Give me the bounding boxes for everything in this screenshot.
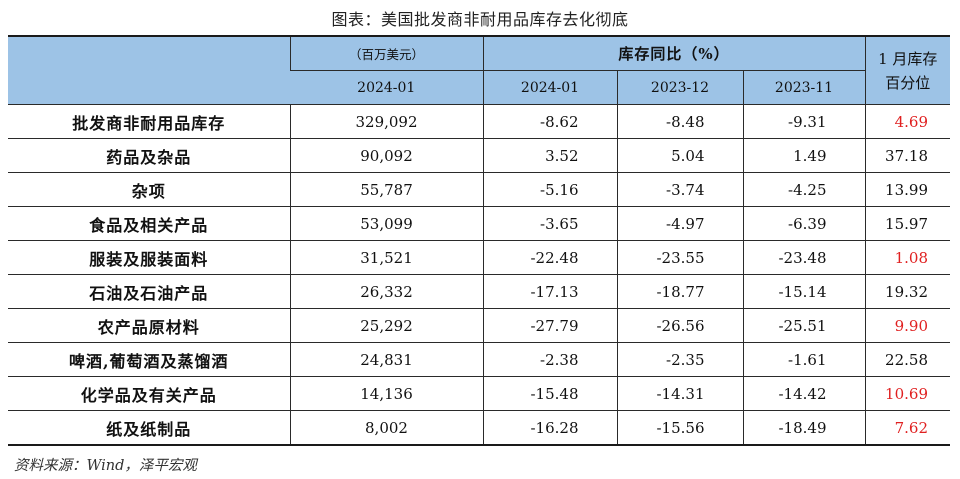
table-title: 图表：美国批发商非耐用品库存去化彻底 bbox=[331, 10, 629, 29]
row-yoy-2024-01: -22.48 bbox=[482, 240, 617, 275]
row-value: 26,332 bbox=[289, 274, 483, 309]
row-name: 服装及服装面料 bbox=[8, 240, 290, 275]
row-yoy-2023-11: -4.25 bbox=[742, 172, 865, 207]
row-name: 石油及石油产品 bbox=[8, 274, 290, 309]
table-row: 药品及杂品 90,092 3.52 5.04 1.49 37.18 bbox=[8, 138, 950, 173]
row-yoy-2023-11: -14.42 bbox=[742, 376, 865, 411]
row-yoy-2023-11: -9.31 bbox=[742, 104, 865, 139]
source-note: 资料来源：Wind，泽平宏观 bbox=[14, 458, 197, 474]
row-percentile: 13.99 bbox=[864, 172, 950, 207]
inventory-table: （百万美元） 库存同比（%） 1 月库存 百分位 2024-01 2024-01… bbox=[8, 37, 950, 444]
header-date-value: 2024-01 bbox=[290, 70, 483, 105]
row-value: 329,092 bbox=[289, 104, 483, 139]
row-yoy-2023-11: -18.49 bbox=[742, 410, 865, 444]
row-yoy-2024-01: -5.16 bbox=[482, 172, 617, 207]
table-row: 农产品原材料 25,292 -27.79 -26.56 -25.51 9.90 bbox=[8, 308, 950, 343]
row-yoy-2023-12: -18.77 bbox=[616, 274, 743, 309]
row-yoy-2023-12: -14.31 bbox=[616, 376, 743, 411]
row-value: 24,831 bbox=[289, 342, 483, 377]
row-percentile: 15.97 bbox=[864, 206, 950, 241]
row-percentile: 9.90 bbox=[864, 308, 950, 343]
table-row: 石油及石油产品 26,332 -17.13 -18.77 -15.14 19.32 bbox=[8, 274, 950, 309]
table-row: 化学品及有关产品 14,136 -15.48 -14.31 -14.42 10.69 bbox=[8, 376, 950, 411]
row-yoy-2023-12: -15.56 bbox=[616, 410, 743, 444]
row-percentile: 37.18 bbox=[864, 138, 950, 173]
row-yoy-2023-11: -6.39 bbox=[742, 206, 865, 241]
row-percentile: 19.32 bbox=[864, 274, 950, 309]
row-value: 8,002 bbox=[289, 410, 483, 444]
row-yoy-2023-11: -23.48 bbox=[742, 240, 865, 275]
row-yoy-2023-11: -15.14 bbox=[742, 274, 865, 309]
header-yoy-date-2: 2023-12 bbox=[616, 70, 743, 105]
row-percentile: 4.69 bbox=[864, 104, 950, 139]
table-body: 批发商非耐用品库存 329,092 -8.62 -8.48 -9.31 4.69 药品及杂品… bbox=[8, 104, 950, 444]
row-value: 31,521 bbox=[289, 240, 483, 275]
row-yoy-2023-11: 1.49 bbox=[742, 138, 865, 173]
row-yoy-2023-11: -1.61 bbox=[742, 342, 865, 377]
row-percentile: 1.08 bbox=[864, 240, 950, 275]
row-value: 53,099 bbox=[289, 206, 483, 241]
header-percentile: 1 月库存 百分位 bbox=[864, 37, 950, 105]
row-yoy-2023-12: -8.48 bbox=[616, 104, 743, 139]
table-row: 食品及相关产品 53,099 -3.65 -4.97 -6.39 15.97 bbox=[8, 206, 950, 241]
row-value: 55,787 bbox=[289, 172, 483, 207]
table-row: 纸及纸制品 8,002 -16.28 -15.56 -18.49 7.62 bbox=[8, 410, 950, 444]
row-yoy-2023-12: -2.35 bbox=[616, 342, 743, 377]
header-unit: （百万美元） bbox=[289, 37, 483, 71]
row-yoy-2024-01: -15.48 bbox=[482, 376, 617, 411]
row-percentile: 7.62 bbox=[864, 410, 950, 444]
row-percentile: 22.58 bbox=[864, 342, 950, 377]
row-yoy-2024-01: -8.62 bbox=[482, 104, 617, 139]
row-percentile: 10.69 bbox=[864, 376, 950, 411]
row-name: 食品及相关产品 bbox=[8, 206, 290, 241]
row-yoy-2024-01: 3.52 bbox=[482, 138, 617, 173]
row-yoy-2024-01: -27.79 bbox=[482, 308, 617, 343]
row-name: 药品及杂品 bbox=[8, 138, 290, 173]
row-yoy-2023-12: -23.55 bbox=[616, 240, 743, 275]
header-percentile-line2: 百分位 bbox=[885, 73, 931, 92]
row-name: 农产品原材料 bbox=[8, 308, 290, 343]
row-yoy-2024-01: -17.13 bbox=[482, 274, 617, 309]
row-value: 25,292 bbox=[289, 308, 483, 343]
table-row: 杂项 55,787 -5.16 -3.74 -4.25 13.99 bbox=[8, 172, 950, 207]
table-row: 批发商非耐用品库存 329,092 -8.62 -8.48 -9.31 4.69 bbox=[8, 104, 950, 139]
row-yoy-2024-01: -3.65 bbox=[482, 206, 617, 241]
header-yoy-date-1: 2024-01 bbox=[482, 70, 617, 105]
row-yoy-2024-01: -16.28 bbox=[482, 410, 617, 444]
row-name: 啤酒,葡萄酒及蒸馏酒 bbox=[8, 342, 290, 377]
row-name: 批发商非耐用品库存 bbox=[8, 104, 290, 139]
row-name: 纸及纸制品 bbox=[106, 419, 192, 439]
header-corner bbox=[8, 37, 290, 105]
row-value: 90,092 bbox=[289, 138, 483, 173]
row-yoy-2023-11: -25.51 bbox=[742, 308, 865, 343]
row-yoy-2023-12: 5.04 bbox=[616, 138, 743, 173]
table-row: 啤酒,葡萄酒及蒸馏酒 24,831 -2.38 -2.35 -1.61 22.58 bbox=[8, 342, 950, 377]
header-yoy-label: 库存同比（%） bbox=[482, 37, 865, 71]
row-yoy-2023-12: -4.97 bbox=[616, 206, 743, 241]
data-table-wrapper: （百万美元） 库存同比（%） 1 月库存 百分位 2024-01 2024-01… bbox=[8, 35, 950, 446]
row-name: 化学品及有关产品 bbox=[8, 376, 290, 411]
row-yoy-2024-01: -2.38 bbox=[482, 342, 617, 377]
header-percentile-line1: 1 月库存 bbox=[878, 49, 938, 68]
table-row: 服装及服装面料 31,521 -22.48 -23.55 -23.48 1.08 bbox=[8, 240, 950, 275]
row-name: 杂项 bbox=[8, 172, 290, 207]
header-yoy-date-3: 2023-11 bbox=[742, 70, 865, 105]
row-yoy-2023-12: -26.56 bbox=[616, 308, 743, 343]
row-yoy-2023-12: -3.74 bbox=[616, 172, 743, 207]
row-value: 14,136 bbox=[289, 376, 483, 411]
